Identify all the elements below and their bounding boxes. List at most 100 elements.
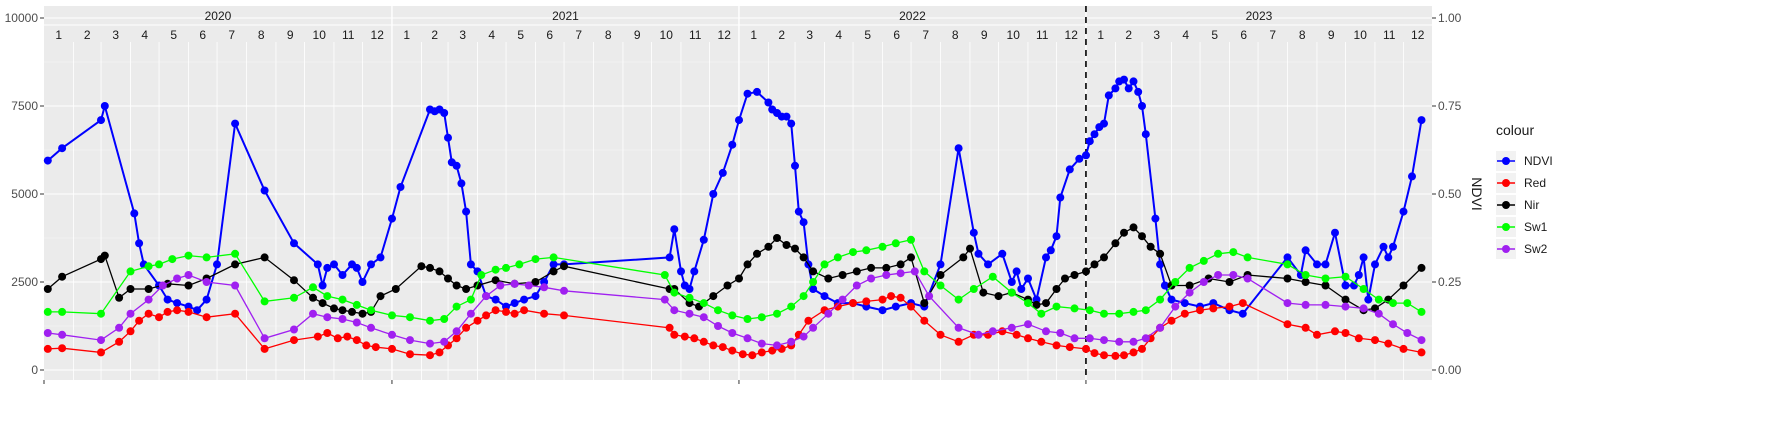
data-point-red: [135, 316, 144, 325]
series-sw1: [43, 235, 1426, 325]
month-label: 2: [778, 28, 785, 42]
data-point-sw2: [1321, 300, 1330, 309]
data-point-red: [1331, 327, 1339, 336]
data-point-nir: [43, 285, 52, 293]
data-point-nir: [126, 285, 135, 293]
data-point-red: [173, 306, 182, 315]
data-point-red: [833, 302, 842, 311]
month-label: 6: [1240, 28, 1247, 42]
data-point-nir: [531, 278, 540, 286]
data-point-red: [748, 351, 757, 360]
data-point-red: [452, 334, 461, 343]
data-point-nir: [994, 292, 1003, 301]
data-point-ndvi: [130, 209, 139, 218]
data-point-ndvi: [1129, 77, 1138, 86]
data-point-sw2: [1042, 327, 1050, 336]
data-point-sw1: [1243, 253, 1252, 262]
data-point-nir: [867, 263, 876, 272]
data-point-sw1: [809, 278, 818, 286]
year-label: 2022: [899, 9, 926, 23]
data-point-ndvi: [531, 292, 540, 301]
data-point-sw2: [660, 295, 669, 304]
month-label: 6: [893, 28, 900, 42]
month-label: 6: [546, 28, 553, 42]
data-point-red: [896, 293, 905, 302]
data-point-red: [1111, 351, 1120, 360]
data-point-red: [43, 344, 52, 353]
data-point-sw1: [891, 239, 900, 248]
month-label: 9: [634, 28, 641, 42]
data-point-nir: [417, 262, 426, 271]
legend-key-point: [1502, 201, 1510, 209]
data-point-nir: [764, 242, 773, 251]
data-point-sw2: [787, 337, 796, 346]
data-point-ndvi: [954, 144, 963, 153]
data-point-sw2: [1389, 320, 1397, 329]
data-point-ndvi: [1180, 299, 1189, 308]
data-point-sw1: [1156, 295, 1165, 304]
legend: colour NDVI Red Nir Sw1 Sw2: [1496, 122, 1553, 259]
data-point-red: [757, 348, 766, 357]
data-point-ndvi: [974, 249, 983, 258]
data-point-sw2: [714, 322, 722, 330]
data-point-nir: [58, 272, 67, 281]
axes: 0 2500 5000 7500 10000 0.00 0.25 0.50 0.75 1.00 ND…: [5, 11, 1485, 384]
data-point-sw1: [1171, 278, 1180, 286]
data-point-ndvi: [260, 186, 269, 195]
data-point-sw2: [144, 295, 153, 304]
data-point-sw1: [290, 293, 298, 302]
data-point-sw1: [878, 242, 887, 251]
data-point-sw1: [323, 292, 332, 301]
data-point-sw2: [1100, 336, 1108, 345]
data-point-ndvi: [764, 98, 773, 107]
data-point-ndvi: [135, 239, 144, 248]
data-point-ndvi: [685, 285, 694, 293]
data-point-sw1: [502, 263, 510, 272]
data-point-red: [333, 334, 342, 343]
data-point-sw1: [1389, 299, 1397, 308]
month-label: 5: [517, 28, 524, 42]
data-point-sw2: [1156, 323, 1165, 332]
data-point-nir: [491, 276, 500, 285]
month-label: 5: [864, 28, 871, 42]
data-point-ndvi: [799, 218, 808, 227]
data-point-red: [502, 307, 510, 316]
data-point-red: [388, 344, 396, 353]
data-point-sw2: [452, 327, 461, 336]
data-point-sw2: [43, 329, 52, 337]
data-point-nir: [907, 253, 915, 262]
data-point-sw1: [920, 267, 929, 276]
data-point-ndvi: [1156, 260, 1165, 269]
data-point-ndvi: [1120, 75, 1128, 84]
data-point-ndvi: [709, 190, 718, 198]
data-point-sw2: [1243, 274, 1252, 283]
data-point-sw1: [1229, 248, 1238, 257]
data-point-sw1: [1403, 299, 1412, 308]
data-point-ndvi: [1151, 214, 1160, 223]
data-point-sw1: [907, 235, 915, 244]
data-point-sw1: [1341, 272, 1350, 281]
data-point-sw2: [799, 332, 808, 341]
data-point-sw2: [482, 292, 491, 301]
data-point-red: [362, 341, 371, 350]
data-point-nir: [1120, 228, 1128, 237]
data-point-nir: [896, 260, 905, 269]
data-point-sw1: [685, 293, 694, 302]
series-sw2: [43, 267, 1426, 350]
data-point-red: [1065, 343, 1074, 352]
data-point-nir: [1042, 299, 1050, 308]
data-point-sw1: [452, 302, 461, 311]
data-point-sw1: [1115, 309, 1124, 318]
month-label: 3: [112, 28, 119, 42]
data-point-sw2: [896, 269, 905, 278]
data-point-ndvi: [820, 292, 829, 301]
data-point-red: [202, 313, 211, 322]
data-point-sw2: [1374, 309, 1383, 318]
data-point-red: [1313, 330, 1321, 339]
year-label: 2023: [1246, 9, 1273, 23]
month-label: 7: [575, 28, 582, 42]
data-point-red: [920, 316, 929, 325]
data-point-red: [231, 309, 240, 318]
legend-label-ndvi: NDVI: [1524, 154, 1553, 168]
